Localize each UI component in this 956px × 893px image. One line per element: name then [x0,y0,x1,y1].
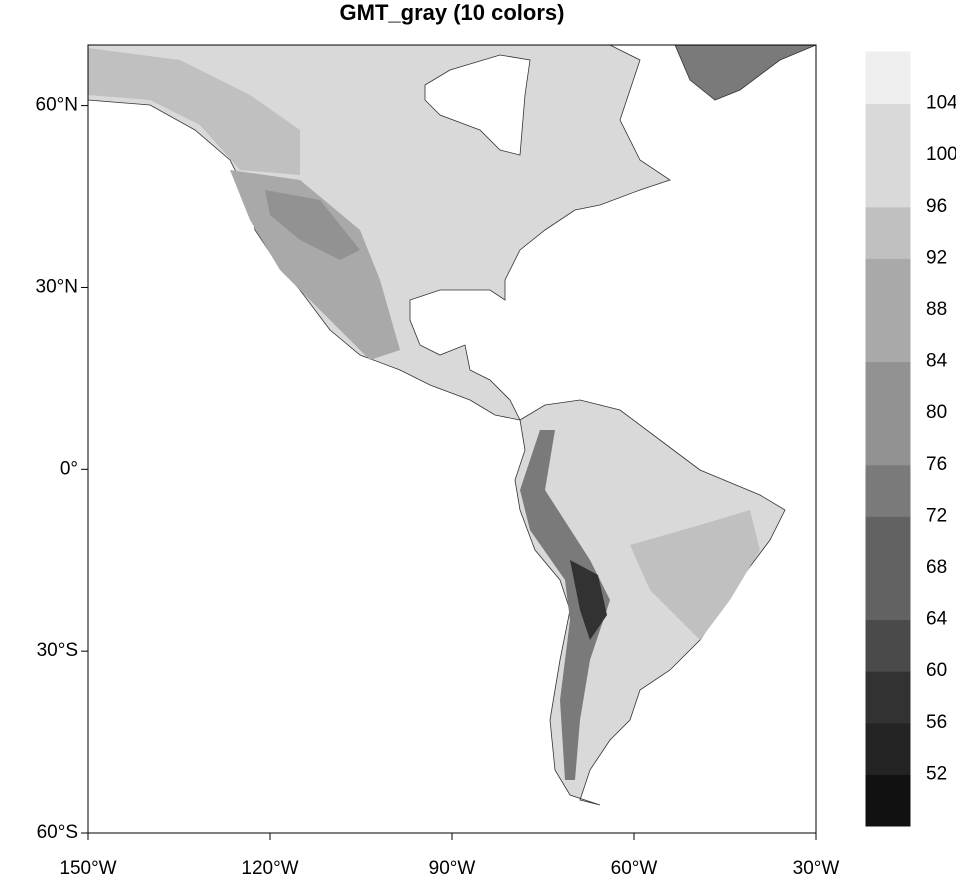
colorbar-label: 84 [926,351,948,372]
x-tick-label: 120°W [241,858,298,879]
colorbar-box [865,361,911,414]
colorbar-box [865,670,911,724]
colorbar-box [865,257,911,311]
colorbar-box [865,412,911,466]
rocky-mountains [230,170,400,360]
y-tick-label: 30°N [36,276,78,297]
y-tick-label: 0° [60,458,78,479]
colorbar-box [865,309,911,363]
south-america [514,399,786,806]
brazil-highlands [630,510,760,640]
colorbar-label: 88 [926,299,947,320]
y-tick-label: 60°N [36,95,78,116]
colorbar-label: 76 [926,454,947,475]
x-tick-label: 30°W [793,858,840,879]
colorbar-box [865,567,911,621]
colorbar-box [865,154,911,208]
altiplano [570,560,607,640]
x-tick-label: 150°W [59,858,116,879]
colorbar-label: 100 [926,144,956,165]
colorbar-label: 92 [926,247,947,268]
y-tick-label: 30°S [37,640,78,661]
land [87,44,817,806]
colorbar-label: 104 [926,93,956,114]
colorbar-box [865,619,911,672]
colorbar-label: 68 [926,557,947,578]
colorbar-box [865,515,911,569]
colorbar-label: 64 [926,609,948,630]
x-tick-label: 60°W [611,858,658,879]
y-tick-label: 60°S [37,822,78,843]
hudson-bay [424,54,531,156]
colorbar-label: 96 [926,196,947,217]
colorbar-box [865,773,911,827]
greenland [674,44,817,101]
western-uplands [88,48,300,175]
colorbar-label: 56 [926,712,947,733]
colorbar-label: 72 [926,505,947,526]
rocky-core [265,190,360,260]
colorbar-label: 80 [926,402,947,423]
colorbar-box [865,722,911,775]
colorbar-label: 52 [926,763,947,784]
colorbar-box [865,206,911,259]
colorbar-box [865,51,911,105]
colorbar-box [865,464,911,517]
andes [520,430,610,780]
x-tick-label: 90°W [429,858,476,879]
chart-title: GMT_gray (10 colors) [340,0,565,25]
colorbar-box [865,103,911,156]
colorbar-label: 60 [926,660,947,681]
